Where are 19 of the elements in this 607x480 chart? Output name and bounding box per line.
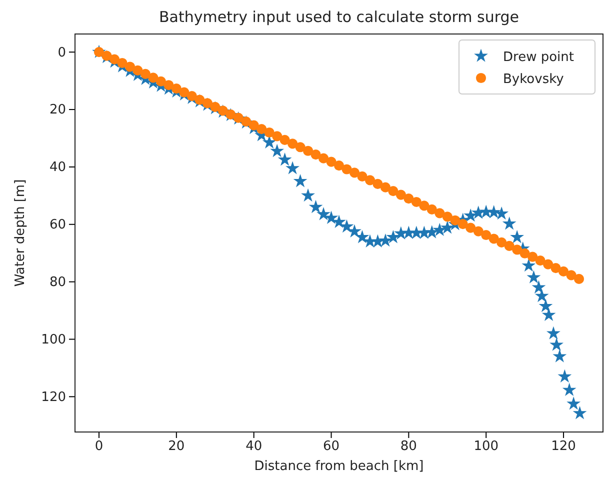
y-tick-label: 120 xyxy=(41,390,66,405)
legend-label: Bykovsky xyxy=(503,72,564,87)
x-tick-label: 80 xyxy=(400,439,417,454)
y-tick-label: 0 xyxy=(58,45,66,60)
x-tick-label: 120 xyxy=(551,439,576,454)
x-axis-title: Distance from beach [km] xyxy=(254,459,424,474)
y-tick-label: 80 xyxy=(49,274,66,290)
legend-label: Drew point xyxy=(503,50,574,65)
x-tick-label: 0 xyxy=(94,439,104,454)
x-tick-label: 40 xyxy=(246,439,262,454)
x-tick-label: 60 xyxy=(322,439,340,454)
y-axis-title: Water depth [m] xyxy=(13,179,28,287)
y-tick-label: 60 xyxy=(49,218,66,233)
chart-title: Bathymetry input used to calculate storm surge xyxy=(158,8,520,26)
y-tick-label: 100 xyxy=(41,332,66,348)
x-tick-label: 20 xyxy=(168,439,185,454)
x-tick-label: 100 xyxy=(474,439,499,454)
y-tick-label: 20 xyxy=(49,102,66,118)
y-tick-label: 40 xyxy=(49,160,66,176)
